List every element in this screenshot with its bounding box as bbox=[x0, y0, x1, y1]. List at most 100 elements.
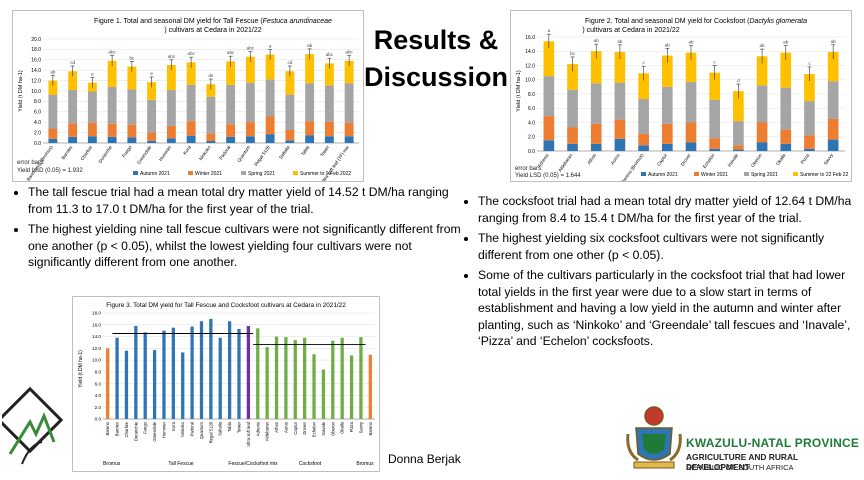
fig2-bar-segment bbox=[543, 116, 555, 141]
fig2-ytick: 10.0 bbox=[525, 78, 535, 84]
fig2-bar-segment bbox=[590, 51, 602, 84]
left-bullet-1: The tall fescue trial had a mean total d… bbox=[28, 184, 466, 217]
figure-1-chart: Figure 1. Total and seasonal DM yield fo… bbox=[12, 10, 364, 182]
fig2-bar-segment bbox=[804, 135, 815, 149]
fig1-bar-segment bbox=[305, 54, 315, 84]
fig2-letter-label: bc bbox=[570, 51, 576, 56]
fig2-bar-segment bbox=[733, 145, 744, 150]
fig1-bar-segment bbox=[226, 61, 236, 85]
fig1-letter-label: e bbox=[150, 71, 153, 76]
fig1-xtick: Charlize bbox=[79, 144, 93, 161]
right-bullet-list: The cocksfoot trial had a mean total dry… bbox=[462, 193, 864, 354]
fig3-bar bbox=[152, 350, 157, 419]
fig3-bar bbox=[359, 337, 363, 419]
fig1-letter-label: abc bbox=[187, 51, 195, 56]
fig3-xtick: Saltalia bbox=[218, 421, 223, 435]
fig3-bar bbox=[190, 326, 194, 419]
fig1-bar-segment bbox=[206, 140, 216, 143]
fig2-legend-swatch bbox=[744, 172, 749, 176]
figure-1-title: Figure 1. Total and seasonal DM yield fo… bbox=[94, 18, 332, 25]
fig1-bar-segment bbox=[324, 63, 334, 86]
fig3-bar bbox=[209, 318, 213, 419]
fig2-bar-segment bbox=[827, 118, 839, 140]
fig1-bar-segment bbox=[324, 121, 334, 137]
fig2-bar-segment bbox=[709, 99, 721, 139]
fig2-xtick: Pizza bbox=[800, 152, 811, 164]
fig3-xtick: Duranchie bbox=[133, 421, 138, 441]
fig3-xtick: Okalla bbox=[340, 421, 345, 434]
fig1-ytick: 10.0 bbox=[31, 89, 41, 95]
fig2-bar-segment bbox=[733, 149, 744, 151]
fig2-letter-label: ab bbox=[665, 42, 671, 47]
fig3-xtick: Aldebaran bbox=[265, 421, 270, 441]
fig1-letter-label: e bbox=[91, 71, 94, 76]
fig3-bar bbox=[181, 352, 185, 419]
fig3-xtick: Barolex bbox=[115, 421, 120, 436]
right-bullet-1: The cocksfoot trial had a mean total dry… bbox=[478, 193, 864, 226]
fig1-bar-segment bbox=[344, 122, 354, 137]
fig2-bar-segment bbox=[567, 64, 578, 90]
slide-title: Results & Discussion bbox=[362, 22, 510, 96]
fig2-bar-segment bbox=[567, 127, 578, 144]
fig2-bar-segment bbox=[661, 123, 673, 144]
fig1-bar-segment bbox=[245, 122, 255, 137]
fig2-legend-swatch bbox=[641, 172, 646, 176]
fig3-xtick: Charlize bbox=[124, 421, 129, 437]
fig2-bar-segment bbox=[543, 76, 555, 117]
fig1-bar-segment bbox=[226, 84, 236, 125]
fig1-legend-swatch bbox=[188, 171, 193, 175]
fig1-bar-segment bbox=[48, 94, 58, 129]
fig1-bar-segment bbox=[107, 86, 117, 124]
fig3-bar bbox=[246, 325, 251, 419]
fig1-bar-segment bbox=[265, 134, 275, 143]
fig1-bar-segment bbox=[344, 83, 354, 123]
fig1-ytick: 6.0 bbox=[34, 110, 41, 116]
figure-2-svg: Figure 2. Total and seasonal DM yield fo… bbox=[516, 18, 849, 181]
fig3-bar bbox=[171, 327, 175, 419]
fig3-ytick: 2.0 bbox=[95, 405, 102, 410]
fig3-xtick: Kora bbox=[171, 421, 176, 431]
fig2-bar-segment bbox=[661, 86, 673, 124]
fig1-xtick: Greendale bbox=[136, 144, 153, 165]
fig3-xtick: Oberon bbox=[330, 421, 335, 436]
fig2-letter-label: ab bbox=[831, 39, 837, 44]
fig2-bar-segment bbox=[614, 138, 626, 151]
fig1-ytick: 16.0 bbox=[31, 58, 41, 64]
kzn-coat-of-arms-icon bbox=[626, 406, 682, 469]
fig3-bar bbox=[340, 337, 344, 419]
fig1-letter-label: de bbox=[208, 73, 214, 78]
figure-1-error-note: error bars: bbox=[17, 160, 45, 166]
fig2-bar-segment bbox=[614, 82, 626, 120]
fig1-bar-segment bbox=[107, 60, 117, 87]
fig1-bar-segment bbox=[285, 71, 295, 95]
fig3-xtick: Bareno bbox=[368, 421, 373, 435]
fig3-bar bbox=[106, 348, 110, 419]
figure-3-group-fescue: Tall Fescue bbox=[168, 461, 194, 467]
fig2-xtick: Inavale bbox=[727, 152, 740, 167]
fig2-bar-segment bbox=[638, 133, 649, 146]
fig1-bar-segment bbox=[265, 79, 275, 117]
fig3-bar bbox=[237, 328, 241, 419]
fig1-bar-segment bbox=[186, 135, 196, 143]
kzn-country-name: REPUBLIC OF SOUTH AFRICA bbox=[686, 463, 794, 472]
fig3-ytick: 16.0 bbox=[92, 322, 101, 327]
figure-1-title-line2: ) cultivars at Cedara in 2021/22 bbox=[164, 27, 261, 34]
fig2-letter-label: ab bbox=[594, 38, 600, 43]
fig3-xtick: Ultra soft leaf bbox=[246, 421, 251, 447]
fig1-letter-label: ab bbox=[307, 43, 313, 48]
fig2-ytick: 8.0 bbox=[528, 92, 535, 98]
fig3-bar bbox=[349, 355, 354, 419]
fig2-ytick: 4.0 bbox=[528, 120, 535, 126]
fig2-legend-label: Summer to 22 Feb 22 bbox=[800, 172, 849, 178]
fig1-ytick: 0.0 bbox=[34, 141, 41, 147]
figure-1-lsd: Yield LSD (0.05) = 1.932 bbox=[17, 168, 83, 174]
fig2-bar-segment bbox=[804, 74, 815, 102]
fig1-legend-swatch bbox=[293, 171, 298, 175]
fig1-bar-segment bbox=[87, 91, 97, 123]
fig1-letter-label: abc bbox=[227, 50, 235, 55]
fig1-bar-segment bbox=[186, 84, 196, 122]
fig1-letter-label: cd bbox=[70, 60, 75, 65]
fig2-bar-segment bbox=[543, 41, 555, 77]
figure-3-group-bromus-2: Bromus bbox=[356, 461, 374, 467]
fig1-bar-segment bbox=[186, 121, 196, 136]
